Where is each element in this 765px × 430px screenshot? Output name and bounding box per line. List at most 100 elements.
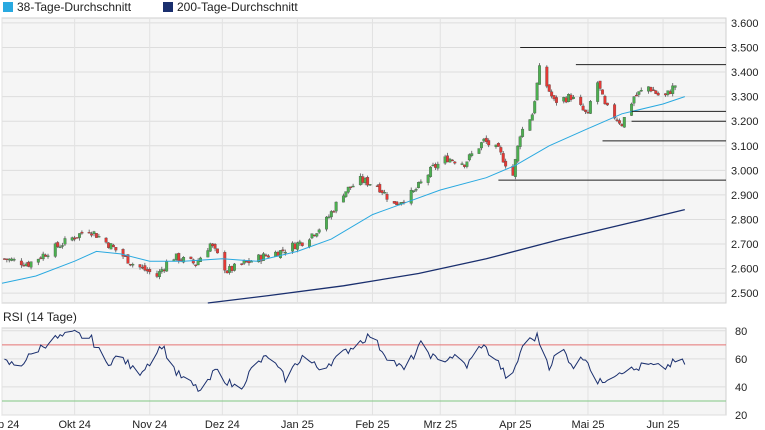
candle-body [182,257,186,263]
candle-body [656,92,660,96]
candle-body [501,153,505,163]
candle-body [392,201,396,204]
candle-body [160,269,164,272]
candle-body [46,255,50,257]
candle-body [465,161,469,167]
candle-body [622,117,626,128]
candle-body [7,258,11,261]
candle-body [73,237,77,240]
candle-body [453,161,457,164]
candle-body [41,253,45,260]
candle-body [140,266,144,269]
candle-body [308,239,311,247]
candle-body [148,269,152,273]
candle-body [516,145,520,162]
price-panel [1,17,727,304]
candle-body [27,261,31,267]
candle-body [104,237,108,243]
candle-body [530,114,534,121]
candle-body [596,82,600,102]
candle-body [196,260,200,266]
candle-body [395,201,399,206]
candle-body [80,231,84,234]
candle-body [414,189,418,191]
candle-body [555,97,558,103]
candle-body [567,94,571,103]
candle-body [177,253,181,262]
candle-body [605,102,609,106]
candle-body [208,243,212,252]
candle-body [496,142,500,147]
price-tick-label: 3.100 [731,141,759,153]
candle-body [157,271,161,278]
candle-body [298,241,302,245]
candle-body [121,249,125,257]
candle-body [293,243,297,250]
candle-body [295,242,299,250]
candle-body [603,95,607,105]
candle-body [564,97,568,103]
candle-body [111,244,115,248]
legend-swatch-ma38 [3,2,13,12]
rsi-tick-label: 40 [735,382,747,394]
candle-body [223,252,227,271]
candle-body [107,242,110,248]
candle-body [513,159,517,177]
x-tick-label: Jan 25 [281,419,314,430]
candle-body [378,184,382,193]
candle-body [547,84,551,92]
candle-body [165,261,169,272]
candle-body [206,250,210,258]
candle-body [131,264,135,266]
candle-body [39,257,43,259]
candle-body [647,86,650,92]
candle-body [598,80,602,89]
candle-body [56,242,60,247]
candle-body [664,93,667,96]
candle-body [124,255,127,257]
candle-body [572,96,575,99]
candle-body [138,264,142,268]
candle-body [341,195,345,203]
candle-body [128,263,132,266]
price-tick-label: 2.900 [731,190,759,202]
candle-body [242,260,246,264]
candle-body [417,182,420,189]
candle-body [637,91,641,95]
rsi-tick-label: 20 [735,410,747,422]
candle-body [668,91,672,94]
candle-body [334,201,338,212]
candle-body [448,158,452,163]
x-tick-label: Dez 24 [205,419,240,430]
candle-body [19,260,23,266]
candle-body [315,233,319,237]
candle-body [24,263,28,266]
candle-body [419,181,423,184]
candle-body [194,264,198,266]
price-tick-label: 2.700 [731,239,759,251]
candle-body [366,177,370,186]
candle-body [2,258,6,260]
candle-body [368,184,372,186]
candle-body [460,163,464,165]
candle-body [569,94,573,100]
candle-body [87,232,91,234]
candle-body [291,242,295,252]
candle-body [443,156,447,164]
candle-body [479,142,483,149]
candle-body [671,85,675,94]
candle-body [325,216,328,230]
candle-body [346,186,350,193]
price-tick-label: 2.800 [731,214,759,226]
candle-body [482,138,486,142]
candle-body [143,265,147,271]
candle-body [264,254,268,257]
candle-body [620,124,624,127]
candle-body [450,159,454,162]
candle-body [385,193,389,200]
candle-body [10,258,14,261]
price-tick-label: 2.600 [731,264,759,276]
candle-body [632,96,636,104]
candle-body [317,229,321,233]
